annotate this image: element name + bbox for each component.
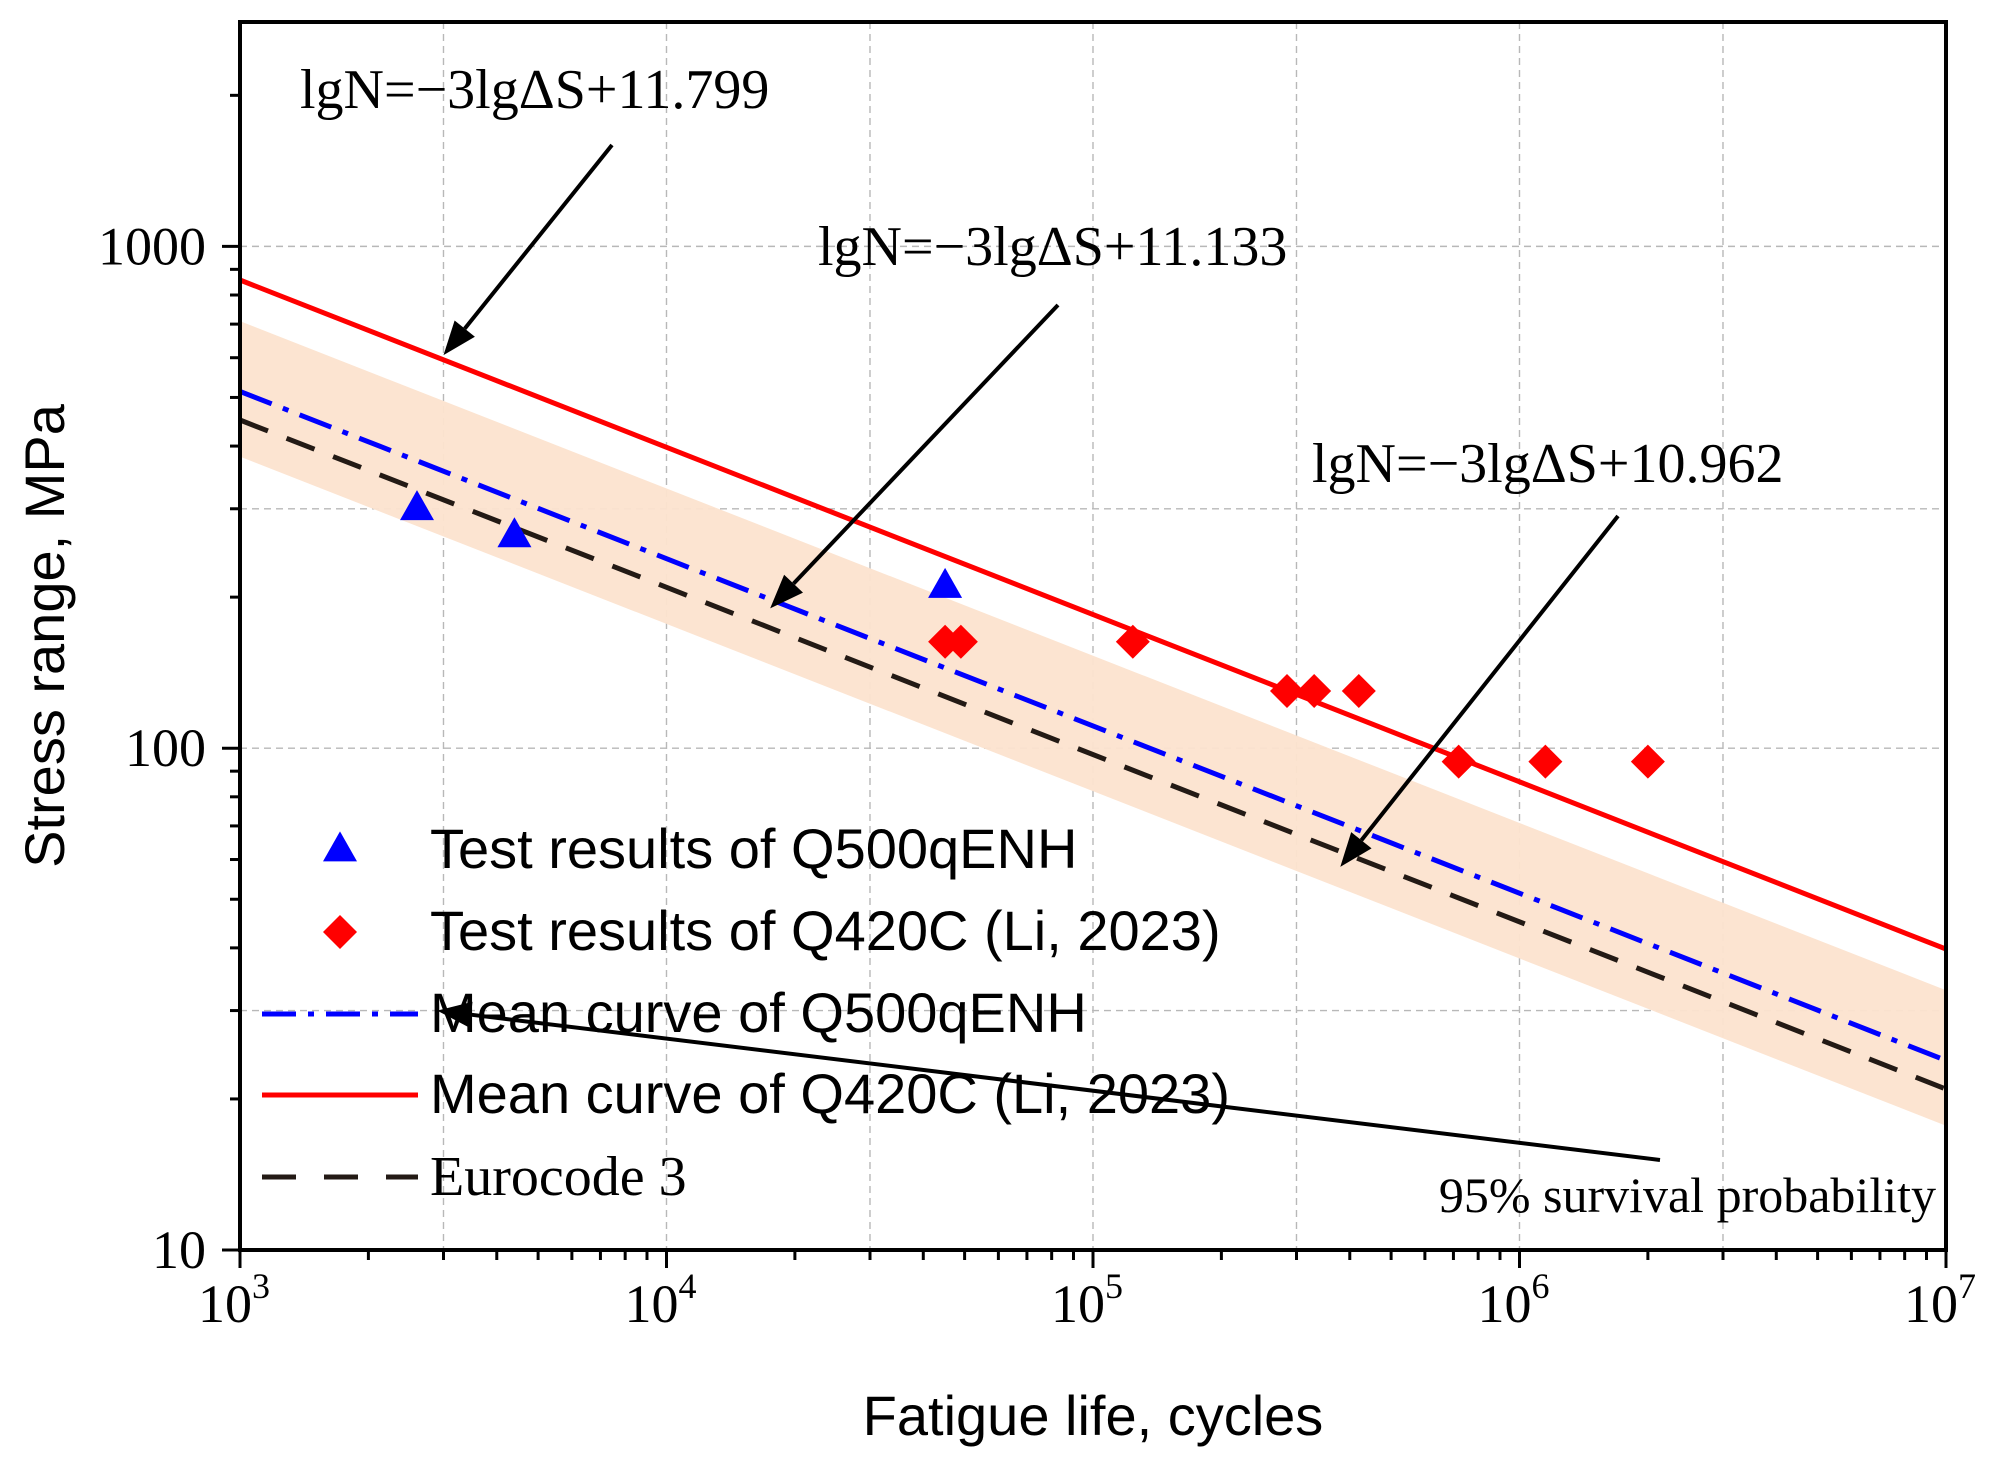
q420c-test-point — [943, 624, 978, 659]
q420c-test-point — [1630, 744, 1665, 779]
annotation-arrow-shaft — [463, 143, 614, 330]
legend-label: Test results of Q420C (Li, 2023) — [430, 899, 1221, 962]
q500qenh-test-point — [399, 490, 434, 521]
annotation-label: 95% survival probability — [1439, 1167, 1936, 1223]
x-tick-label: 106 — [1478, 1266, 1550, 1334]
annotation-label: lgN=−3lgΔS+10.962 — [1312, 433, 1783, 495]
legend-marker — [323, 915, 357, 949]
annotation-arrow-shaft — [1359, 514, 1620, 842]
y-tick-label: 1000 — [98, 216, 206, 276]
legend-label: Mean curve of Q500qENH — [430, 981, 1087, 1044]
x-tick-label: 103 — [198, 1266, 270, 1334]
q420c-test-point — [1269, 674, 1304, 709]
annotation-arrow-shaft — [470, 1012, 1661, 1162]
legend-label: Test results of Q500qENH — [430, 817, 1077, 880]
y-tick-label: 100 — [125, 718, 206, 778]
q420c-test-point — [1297, 674, 1332, 709]
annotation-arrow-head — [443, 320, 475, 356]
curves — [240, 277, 1946, 1092]
axis-tick-labels: 103 104 105 106 107 10 100 1000 — [98, 216, 1976, 1334]
mean-curve-of-q420c-li-2023-line — [240, 277, 1946, 952]
legend: Test results of Q500qENH Test results of … — [262, 817, 1230, 1208]
annotation-arrow-head — [437, 1001, 473, 1028]
axis-ticks — [222, 93, 1948, 1268]
eurocode-3-line — [240, 417, 1946, 1092]
q420c-test-point — [1341, 674, 1376, 709]
x-tick-label: 107 — [1904, 1266, 1976, 1334]
annotation-arrow-head — [1340, 832, 1372, 867]
annotation-arrow-head — [770, 574, 803, 609]
y-axis-label: Stress range, MPa — [13, 403, 76, 868]
x-axis-label: Fatigue life, cycles — [863, 1384, 1324, 1447]
data-points — [399, 490, 1665, 779]
x-tick-label: 104 — [625, 1266, 697, 1334]
q500qenh-test-point — [497, 517, 532, 548]
q420c-test-point — [1441, 744, 1476, 779]
annotation-arrow-shaft — [792, 303, 1060, 586]
legend-marker — [323, 831, 357, 862]
q420c-test-point — [1115, 624, 1150, 659]
annotations: lgN=−3lgΔS+11.799 lgN=−3lgΔS+11.133 lgN=−3… — [300, 59, 1936, 1223]
mean-curve-of-q500qenh-line — [240, 389, 1946, 1063]
y-tick-label: 10 — [152, 1220, 206, 1280]
q500qenh-test-point — [928, 567, 963, 598]
annotation-label: lgN=−3lgΔS+11.133 — [818, 216, 1287, 278]
annotation-label: lgN=−3lgΔS+11.799 — [300, 59, 769, 121]
x-tick-label: 105 — [1051, 1266, 1123, 1334]
legend-label: Eurocode 3 — [430, 1146, 687, 1208]
q420c-test-point — [1528, 744, 1563, 779]
legend-label: Mean curve of Q420C (Li, 2023) — [430, 1062, 1230, 1125]
